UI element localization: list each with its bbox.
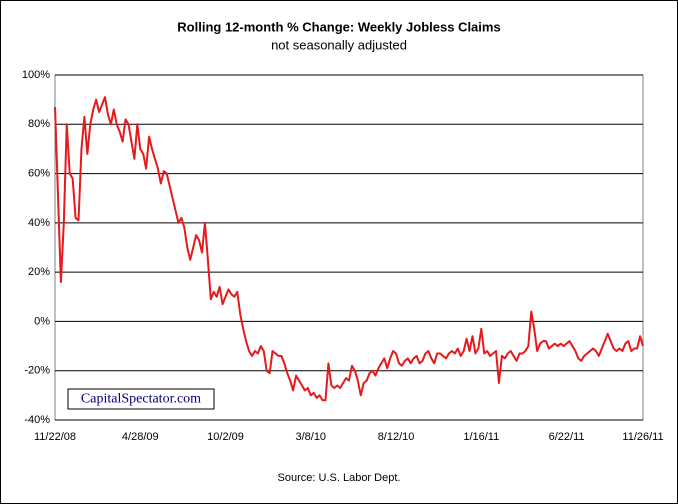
x-tick-label: 10/2/09	[207, 431, 244, 443]
plot-area	[54, 74, 644, 421]
x-tick-label: 11/22/08	[34, 431, 76, 443]
y-tick-label: -40%	[24, 414, 50, 426]
y-tick-label: 100%	[22, 69, 50, 81]
chart-subtitle: not seasonally adjusted	[271, 37, 407, 52]
x-tick-label: 8/12/10	[378, 431, 415, 443]
y-tick-label: 0%	[34, 315, 50, 327]
x-tick-label: 3/8/10	[295, 431, 326, 443]
y-tick-label: 40%	[28, 217, 50, 229]
x-tick-label: 4/28/09	[122, 431, 159, 443]
watermark: CapitalSpectator.com	[81, 392, 201, 407]
y-tick-label: 20%	[28, 266, 50, 278]
watermark-box	[67, 388, 215, 410]
x-tick-label: 1/16/11	[463, 431, 499, 443]
x-tick-label: 6/22/11	[549, 431, 585, 443]
source-note: Source: U.S. Labor Dept.	[278, 472, 401, 484]
y-tick-label: 80%	[28, 118, 50, 130]
chart-title: Rolling 12-month % Change: Weekly Jobles…	[177, 19, 500, 34]
data-line	[54, 96, 644, 402]
y-tick-label: 60%	[28, 167, 50, 179]
x-tick-label: 11/26/11	[622, 431, 663, 443]
y-tick-label: -20%	[24, 365, 50, 377]
